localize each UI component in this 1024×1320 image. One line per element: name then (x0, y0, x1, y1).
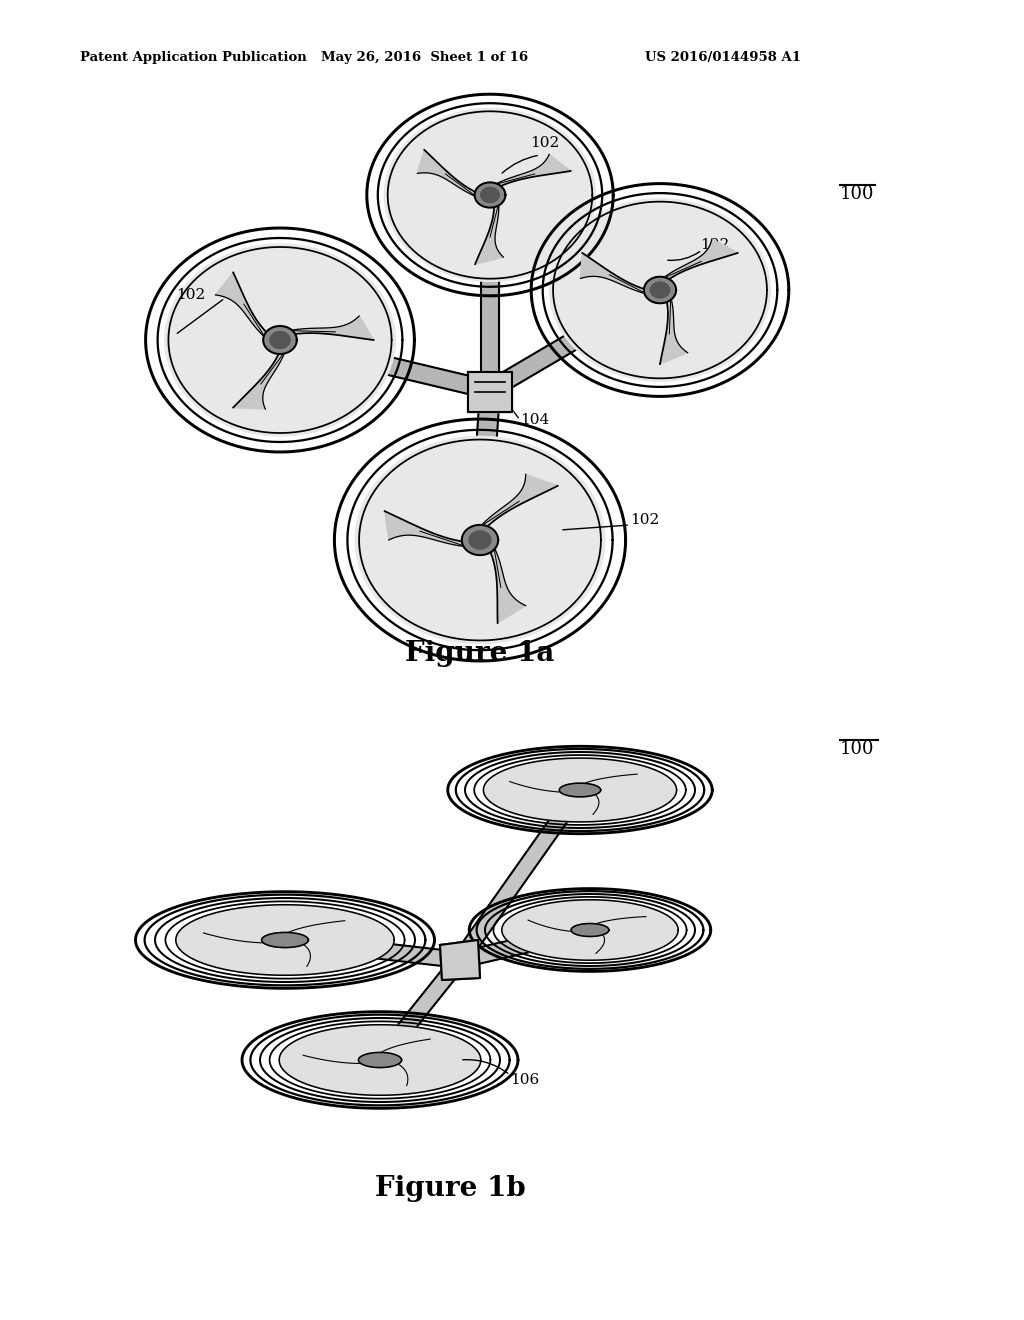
Polygon shape (385, 511, 478, 548)
Polygon shape (135, 892, 434, 989)
Text: 102: 102 (630, 513, 659, 527)
Polygon shape (440, 940, 480, 979)
Polygon shape (483, 758, 677, 822)
Polygon shape (660, 289, 687, 364)
Text: 104: 104 (520, 413, 549, 426)
Polygon shape (278, 331, 493, 399)
Polygon shape (458, 923, 592, 968)
Polygon shape (550, 199, 770, 381)
Polygon shape (531, 183, 788, 396)
Text: Figure 1b: Figure 1b (375, 1175, 525, 1203)
Polygon shape (440, 940, 480, 979)
Polygon shape (474, 182, 506, 207)
Polygon shape (242, 1011, 518, 1109)
Text: Patent Application Publication: Patent Application Publication (80, 51, 307, 65)
Polygon shape (261, 932, 308, 948)
Polygon shape (280, 1024, 481, 1096)
Polygon shape (654, 239, 737, 285)
Text: 100: 100 (840, 741, 874, 758)
Polygon shape (481, 195, 499, 389)
Polygon shape (571, 924, 609, 936)
Polygon shape (447, 746, 713, 834)
Polygon shape (480, 187, 500, 202)
Polygon shape (468, 372, 512, 412)
Polygon shape (469, 531, 490, 549)
Polygon shape (486, 154, 570, 190)
Polygon shape (335, 418, 626, 661)
Polygon shape (454, 785, 587, 965)
Polygon shape (644, 277, 676, 304)
Polygon shape (473, 474, 558, 535)
Polygon shape (559, 783, 601, 797)
Polygon shape (468, 372, 512, 412)
Polygon shape (485, 282, 665, 397)
Polygon shape (165, 244, 395, 436)
Polygon shape (469, 888, 711, 972)
Text: 102: 102 (700, 238, 729, 252)
Text: May 26, 2016  Sheet 1 of 16: May 26, 2016 Sheet 1 of 16 (322, 51, 528, 65)
Text: 106: 106 (510, 1073, 540, 1086)
Polygon shape (355, 437, 605, 644)
Polygon shape (270, 331, 290, 348)
Polygon shape (176, 904, 394, 975)
Polygon shape (263, 326, 297, 354)
Polygon shape (650, 282, 670, 298)
Polygon shape (145, 228, 415, 451)
Polygon shape (367, 94, 613, 296)
Polygon shape (374, 954, 466, 1065)
Polygon shape (233, 342, 288, 409)
Text: US 2016/0144958 A1: US 2016/0144958 A1 (645, 51, 801, 65)
Polygon shape (215, 272, 273, 345)
Polygon shape (475, 195, 504, 264)
Polygon shape (284, 932, 461, 968)
Text: 100: 100 (840, 185, 874, 203)
Polygon shape (470, 389, 500, 541)
Polygon shape (462, 525, 499, 556)
Polygon shape (418, 150, 486, 201)
Text: 102: 102 (530, 136, 559, 150)
Polygon shape (384, 108, 596, 281)
Polygon shape (358, 1052, 401, 1068)
Polygon shape (581, 253, 657, 296)
Text: Figure 1a: Figure 1a (406, 640, 555, 667)
Text: 102: 102 (176, 288, 205, 302)
Polygon shape (502, 900, 678, 960)
Polygon shape (279, 315, 374, 341)
Polygon shape (487, 537, 525, 623)
